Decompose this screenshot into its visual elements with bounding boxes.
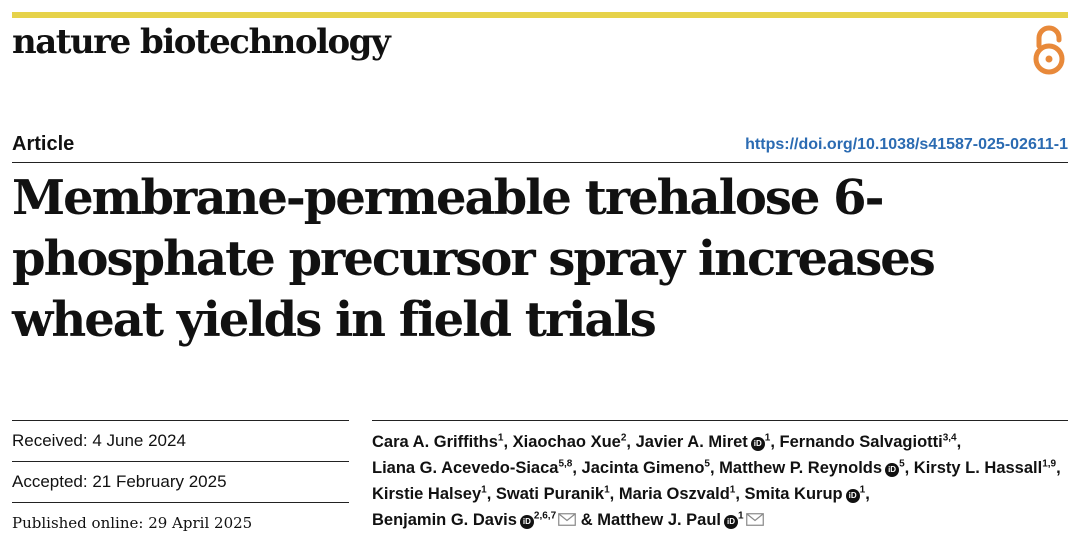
- doi-link[interactable]: https://doi.org/10.1038/s41587-025-02611…: [745, 136, 1068, 153]
- author-name: Matthew J. Paul: [597, 511, 722, 529]
- author-name: Smita Kurup: [744, 485, 843, 503]
- affiliation-superscript: 1: [738, 510, 744, 522]
- accepted-date: Accepted: 21 February 2025: [12, 462, 349, 503]
- author-name: Maria Oszvald: [618, 485, 730, 503]
- author-list: Cara A. Griffiths1, Xiaochao Xue2, Javie…: [372, 420, 1068, 533]
- author[interactable]: Liana G. Acevedo-Siaca5,8: [372, 459, 572, 477]
- article-title: Membrane-permeable trehalose 6-phosphate…: [12, 170, 936, 348]
- affiliation-superscript: 2: [620, 432, 627, 444]
- author[interactable]: Cara A. Griffiths1: [372, 433, 503, 451]
- author[interactable]: Maria Oszvald1: [619, 485, 736, 503]
- affiliation-superscript: 1: [859, 484, 866, 496]
- author[interactable]: Fernando Salvagiotti3,4: [780, 433, 957, 451]
- orcid-icon[interactable]: iD: [519, 515, 534, 529]
- affiliation-superscript: 5: [704, 458, 710, 470]
- author-name: Fernando Salvagiotti: [779, 433, 943, 451]
- author-name: Kirsty L. Hassall: [913, 459, 1043, 477]
- author-name: Javier A. Miret: [635, 433, 748, 451]
- affiliation-superscript: 5: [899, 458, 905, 470]
- author[interactable]: & Matthew J. Paul iD 1: [581, 511, 764, 529]
- author-name: Xiaochao Xue: [512, 433, 621, 451]
- author[interactable]: Matthew P. Reynolds iD 5: [719, 458, 905, 477]
- author[interactable]: Kirsty L. Hassall1,9: [914, 459, 1056, 477]
- affiliation-superscript: 2,6,7: [533, 510, 557, 522]
- orcid-icon[interactable]: iD: [845, 489, 860, 503]
- received-date: Received: 4 June 2024: [12, 420, 349, 462]
- author-prefix: &: [580, 511, 598, 529]
- author-name: Benjamin G. Davis: [372, 511, 517, 529]
- journal-name: nature biotechnology: [12, 22, 391, 62]
- author[interactable]: Smita Kurup iD 1: [744, 484, 866, 503]
- article-type-label: Article: [12, 133, 75, 155]
- affiliation-superscript: 1: [604, 484, 610, 496]
- author[interactable]: Swati Puranik1: [496, 485, 610, 503]
- header-divider: [12, 162, 1068, 163]
- affiliation-superscript: 1: [729, 484, 736, 496]
- affiliation-superscript: 3,4: [942, 432, 957, 444]
- author[interactable]: Javier A. Miret iD 1: [635, 432, 771, 451]
- author-name: Kirstie Halsey: [372, 485, 482, 503]
- affiliation-superscript: 1: [481, 484, 487, 496]
- orcid-icon[interactable]: iD: [750, 437, 765, 451]
- affiliation-superscript: 1: [497, 432, 504, 444]
- open-access-lock-icon: [1033, 25, 1065, 75]
- author-name: Matthew P. Reynolds: [719, 459, 883, 477]
- author[interactable]: Xiaochao Xue2: [513, 433, 627, 451]
- orcid-icon[interactable]: iD: [885, 463, 900, 477]
- affiliation-superscript: 5,8: [558, 458, 573, 470]
- affiliation-superscript: 1: [764, 432, 771, 444]
- article-dates: Received: 4 June 2024 Accepted: 21 Febru…: [12, 420, 349, 543]
- author-name: Liana G. Acevedo-Siaca: [372, 459, 559, 477]
- top-accent-bar: [12, 12, 1068, 18]
- envelope-icon[interactable]: [558, 513, 576, 526]
- envelope-icon[interactable]: [745, 513, 764, 526]
- published-date: Published online: 29 April 2025: [12, 514, 253, 532]
- orcid-icon[interactable]: iD: [724, 515, 739, 529]
- author[interactable]: Kirstie Halsey1: [372, 485, 487, 503]
- author[interactable]: Benjamin G. Davis iD 2,6,7: [372, 511, 576, 529]
- affiliation-superscript: 1,9: [1042, 458, 1057, 470]
- author-name: Jacinta Gimeno: [581, 459, 705, 477]
- author[interactable]: Jacinta Gimeno5: [582, 459, 710, 477]
- author-name: Swati Puranik: [495, 485, 605, 503]
- author-name: Cara A. Griffiths: [372, 433, 498, 451]
